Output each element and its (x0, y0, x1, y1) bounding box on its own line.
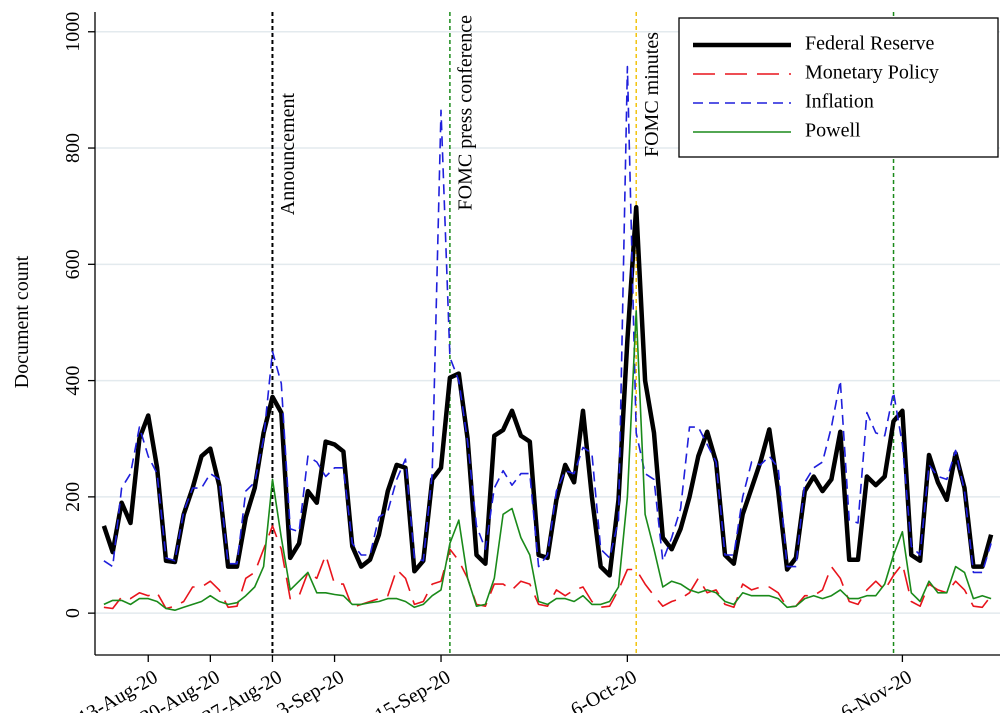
y-tick-label: 400 (62, 366, 84, 396)
legend-label: Monetary Policy (805, 62, 939, 84)
x-tick-label: 3-Sep-20 (273, 666, 348, 713)
x-tick-label: 6-Oct-20 (567, 666, 641, 713)
legend-box (678, 17, 999, 158)
legend-label: Inflation (805, 91, 874, 113)
series-line (103, 310, 992, 611)
series-line (103, 65, 992, 574)
event-label: FOMC press conference (454, 15, 476, 211)
x-tick-label: 15-Sep-20 (371, 666, 454, 713)
series-line (101, 205, 994, 578)
y-tick-label: 200 (62, 482, 84, 512)
legend: Federal Reserve Monetary Policy Inflation P… (678, 17, 999, 158)
y-tick-label: 800 (62, 133, 84, 163)
y-axis-label: Document count (11, 255, 33, 388)
series-line (103, 525, 992, 610)
event-label: Announcement (277, 93, 299, 216)
y-tick-label: 0 (62, 608, 84, 618)
event-label: FOMC minutes (641, 32, 663, 157)
legend-label: Federal Reserve (805, 33, 935, 55)
y-tick-label: 1000 (62, 12, 84, 52)
x-tick-label: 6-Nov-20 (837, 666, 915, 713)
y-tick-label: 600 (62, 249, 84, 279)
legend-label: Powell (805, 120, 861, 142)
